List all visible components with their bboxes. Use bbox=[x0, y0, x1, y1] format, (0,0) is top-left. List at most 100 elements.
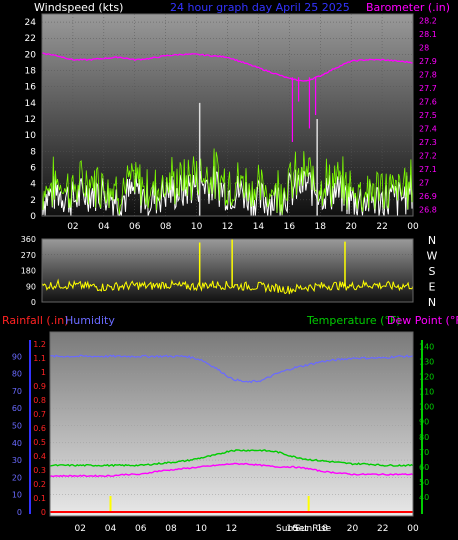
baro-y-tick: 27.5 bbox=[419, 111, 437, 120]
winddir-y-tick: 360 bbox=[21, 235, 36, 244]
wind-x-tick: 10 bbox=[191, 222, 203, 232]
baro-y-tick: 27.7 bbox=[419, 84, 437, 93]
baro-y-tick: 27.2 bbox=[419, 151, 437, 160]
wind-y-tick: 4 bbox=[30, 180, 36, 190]
wind-x-tick: 00 bbox=[407, 222, 419, 232]
wind-x-tick: 04 bbox=[98, 222, 110, 232]
wind-y-tick: 18 bbox=[25, 67, 37, 77]
baro-y-tick: 27.9 bbox=[419, 57, 437, 66]
temperature-line bbox=[49, 449, 414, 468]
rain-y-tick: 0.3 bbox=[33, 466, 46, 475]
temp-y-tick: 60 bbox=[419, 463, 429, 472]
temp-x-tick: 12 bbox=[226, 524, 237, 534]
temp-x-tick: 08 bbox=[165, 524, 177, 534]
wind-y-tick: 24 bbox=[25, 18, 37, 28]
humidity-y-tick: 60 bbox=[12, 404, 22, 413]
temp-y-tick: 80 bbox=[419, 433, 429, 442]
humidity-y-tick: 20 bbox=[12, 473, 22, 482]
winddir-line bbox=[41, 278, 414, 295]
rain-y-tick: 0 bbox=[41, 508, 46, 517]
temp-y-tick: 110 bbox=[419, 388, 434, 397]
temperature-label: Temperature (°F) bbox=[307, 314, 401, 327]
humidity-line bbox=[49, 354, 414, 384]
rain-y-tick: 0.4 bbox=[33, 452, 46, 461]
wind-x-tick: 22 bbox=[376, 222, 387, 232]
humidity-label: Humidity bbox=[65, 314, 115, 327]
wind-y-tick: 8 bbox=[30, 147, 36, 157]
windgust-line bbox=[41, 148, 414, 215]
wind-x-tick: 16 bbox=[284, 222, 296, 232]
baro-y-tick: 28.1 bbox=[419, 30, 437, 39]
baro-y-tick: 27.1 bbox=[419, 165, 437, 174]
humidity-y-tick: 80 bbox=[12, 370, 22, 379]
humidity-y-tick: 90 bbox=[12, 352, 22, 361]
wind-y-tick: 20 bbox=[25, 50, 37, 60]
rain-y-tick: 1 bbox=[41, 368, 46, 377]
rainfall-label: Rainfall (.in) bbox=[2, 314, 69, 327]
winddir-y-tick: 90 bbox=[26, 282, 36, 291]
compass-label: N bbox=[428, 234, 436, 247]
rain-y-tick: 1.2 bbox=[33, 340, 46, 349]
wind-y-tick: 16 bbox=[25, 83, 37, 93]
wind-y-tick: 2 bbox=[30, 196, 36, 206]
temp-x-tick: 22 bbox=[377, 524, 388, 534]
wind-y-tick: 12 bbox=[25, 115, 36, 125]
temp-y-tick: 90 bbox=[419, 418, 429, 427]
temp-y-tick: 130 bbox=[419, 358, 434, 367]
baro-y-tick: 26.9 bbox=[419, 192, 437, 201]
humidity-y-tick: 50 bbox=[12, 422, 22, 431]
winddir-y-tick: 0 bbox=[31, 298, 36, 307]
temp-y-tick: 40 bbox=[419, 493, 429, 502]
baro-y-tick: 27 bbox=[419, 178, 429, 187]
barometer-label: Barometer (.in) bbox=[366, 1, 450, 14]
rain-y-tick: 0.1 bbox=[33, 494, 46, 503]
windspeed-line bbox=[41, 166, 414, 217]
rain-y-tick: 0.2 bbox=[33, 480, 46, 489]
temp-panel-bg bbox=[50, 332, 413, 516]
sunset-label: SunSet bbox=[276, 524, 308, 534]
temp-y-tick: 100 bbox=[419, 403, 434, 412]
wind-y-tick: 10 bbox=[25, 131, 37, 141]
wind-y-tick: 22 bbox=[25, 34, 36, 44]
wind-x-tick: 02 bbox=[67, 222, 78, 232]
wind-x-tick: 12 bbox=[222, 222, 233, 232]
barometer-line bbox=[41, 52, 414, 82]
temp-y-tick: 50 bbox=[419, 478, 429, 487]
compass-label: S bbox=[429, 265, 436, 278]
temp-y-tick: 140 bbox=[419, 343, 434, 352]
rain-y-tick: 0.5 bbox=[33, 438, 46, 447]
wind-y-tick: 6 bbox=[30, 164, 36, 174]
temp-x-tick: 00 bbox=[407, 524, 419, 534]
windspeed-label: Windspeed (kts) bbox=[34, 1, 124, 14]
wind-y-tick: 0 bbox=[30, 212, 36, 222]
wind-x-tick: 14 bbox=[253, 222, 265, 232]
baro-y-tick: 27.8 bbox=[419, 71, 437, 80]
humidity-y-tick: 10 bbox=[12, 491, 22, 500]
compass-label: W bbox=[427, 250, 438, 263]
wind-x-tick: 08 bbox=[160, 222, 172, 232]
wind-x-tick: 20 bbox=[345, 222, 357, 232]
temp-y-tick: 70 bbox=[419, 448, 429, 457]
temp-x-tick: 02 bbox=[75, 524, 86, 534]
rain-y-tick: 1.1 bbox=[33, 354, 46, 363]
temp-panel-border bbox=[49, 331, 414, 517]
baro-y-tick: 28 bbox=[419, 44, 429, 53]
wind-panel-border bbox=[41, 13, 414, 217]
humidity-y-tick: 40 bbox=[12, 439, 22, 448]
humidity-y-tick: 0 bbox=[17, 508, 22, 517]
sunrise-label: SunRise bbox=[295, 524, 332, 534]
baro-y-tick: 27.3 bbox=[419, 138, 437, 147]
temp-y-tick: 120 bbox=[419, 373, 434, 382]
compass-label: E bbox=[429, 281, 436, 294]
winddir-panel-border bbox=[41, 238, 414, 303]
rain-y-tick: 0.9 bbox=[33, 382, 46, 391]
baro-y-tick: 26.8 bbox=[419, 205, 437, 214]
temp-x-tick: 20 bbox=[347, 524, 359, 534]
winddir-y-tick: 180 bbox=[21, 267, 36, 276]
dewpoint-label: Dew Point (°F) bbox=[387, 314, 458, 327]
temp-x-tick: 06 bbox=[135, 524, 147, 534]
wind-y-tick: 14 bbox=[25, 99, 37, 109]
rain-y-tick: 0.6 bbox=[33, 424, 46, 433]
